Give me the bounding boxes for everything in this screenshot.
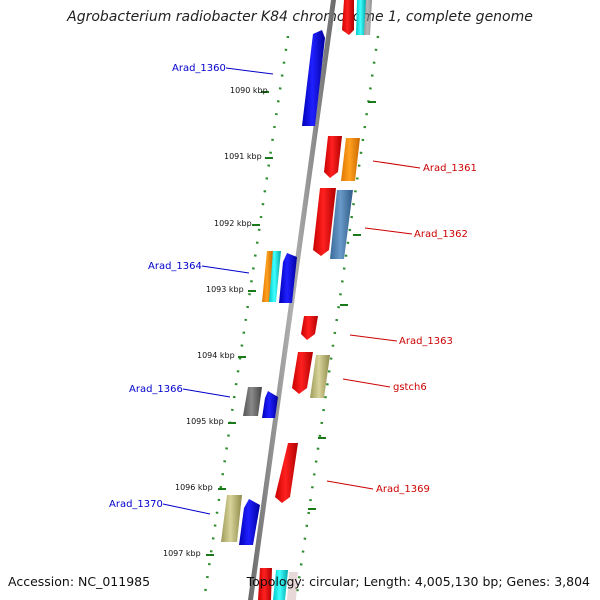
- kbp-label-1092: 1092 kbp: [214, 219, 252, 228]
- gene-Arad_1360[interactable]: [302, 30, 325, 126]
- gene-label-Arad_1369[interactable]: Arad_1369: [376, 484, 430, 495]
- topology-text: Topology: circular; Length: 4,005,130 bp…: [246, 574, 590, 589]
- gene-label-Arad_1370[interactable]: Arad_1370: [109, 499, 163, 510]
- gene-label-Arad_1363[interactable]: Arad_1363: [399, 336, 453, 347]
- gene-block-khaki-bottom: [287, 572, 298, 600]
- gene-label-Arad_1361[interactable]: Arad_1361: [423, 163, 477, 174]
- gene-block-red-bottom: [258, 568, 272, 600]
- gene-Arad_1362[interactable]: [330, 190, 353, 259]
- gene-Arad_1364-cyan[interactable]: [269, 251, 281, 302]
- kbp-label-1094: 1094 kbp: [197, 351, 235, 360]
- gene-Arad_1366[interactable]: [262, 391, 278, 418]
- kbp-label-1090: 1090 kbp: [230, 86, 268, 95]
- kbp-label-1096: 1096 kbp: [175, 483, 213, 492]
- kbp-label-1095: 1095 kbp: [186, 417, 224, 426]
- gene-Arad_1370[interactable]: [239, 499, 260, 545]
- gene-block-gray: [364, 0, 372, 35]
- kbp-label-1093: 1093 kbp: [206, 285, 244, 294]
- gene-label-Arad_1362[interactable]: Arad_1362: [414, 229, 468, 240]
- gene-Arad_1362-red[interactable]: [313, 188, 336, 256]
- gene-Arad_1364[interactable]: [279, 253, 297, 303]
- right-guide-ticks: [308, 101, 376, 510]
- gene-Arad_1370-khaki[interactable]: [221, 495, 242, 542]
- gene-block-cyan: [356, 0, 366, 35]
- gene-block-cyan-bottom: [273, 570, 288, 600]
- kbp-label-1091: 1091 kbp: [224, 152, 262, 161]
- right-leader-lines: [326, 160, 421, 490]
- kbp-ticks: [206, 91, 273, 556]
- gene-Arad_1369[interactable]: [275, 443, 298, 503]
- left-leader-lines: [162, 67, 274, 515]
- kbp-labels: 1090 kbp 1091 kbp 1092 kbp 1093 kbp 1094…: [163, 86, 268, 558]
- gene-Arad_1363[interactable]: [301, 316, 318, 340]
- gene-label-Arad_1366[interactable]: Arad_1366: [129, 384, 183, 395]
- gene-Arad_1361-red[interactable]: [324, 136, 342, 178]
- kbp-label-1097: 1097 kbp: [163, 549, 201, 558]
- gene-block-red: [342, 0, 354, 35]
- gene-label-Arad_1360[interactable]: Arad_1360: [172, 63, 226, 74]
- map-title: Agrobacterium radiobacter K84 chromosome…: [67, 9, 533, 25]
- gene-Arad_1361[interactable]: [341, 138, 360, 181]
- accession-text: Accession: NC_011985: [8, 574, 151, 589]
- gene-label-gstch6[interactable]: gstch6: [393, 382, 427, 393]
- gene-label-Arad_1364[interactable]: Arad_1364: [148, 261, 202, 272]
- gene-gstch6-red[interactable]: [292, 352, 313, 394]
- gene-Arad_1366-gray[interactable]: [243, 387, 262, 416]
- gene-gstch6[interactable]: [310, 355, 330, 398]
